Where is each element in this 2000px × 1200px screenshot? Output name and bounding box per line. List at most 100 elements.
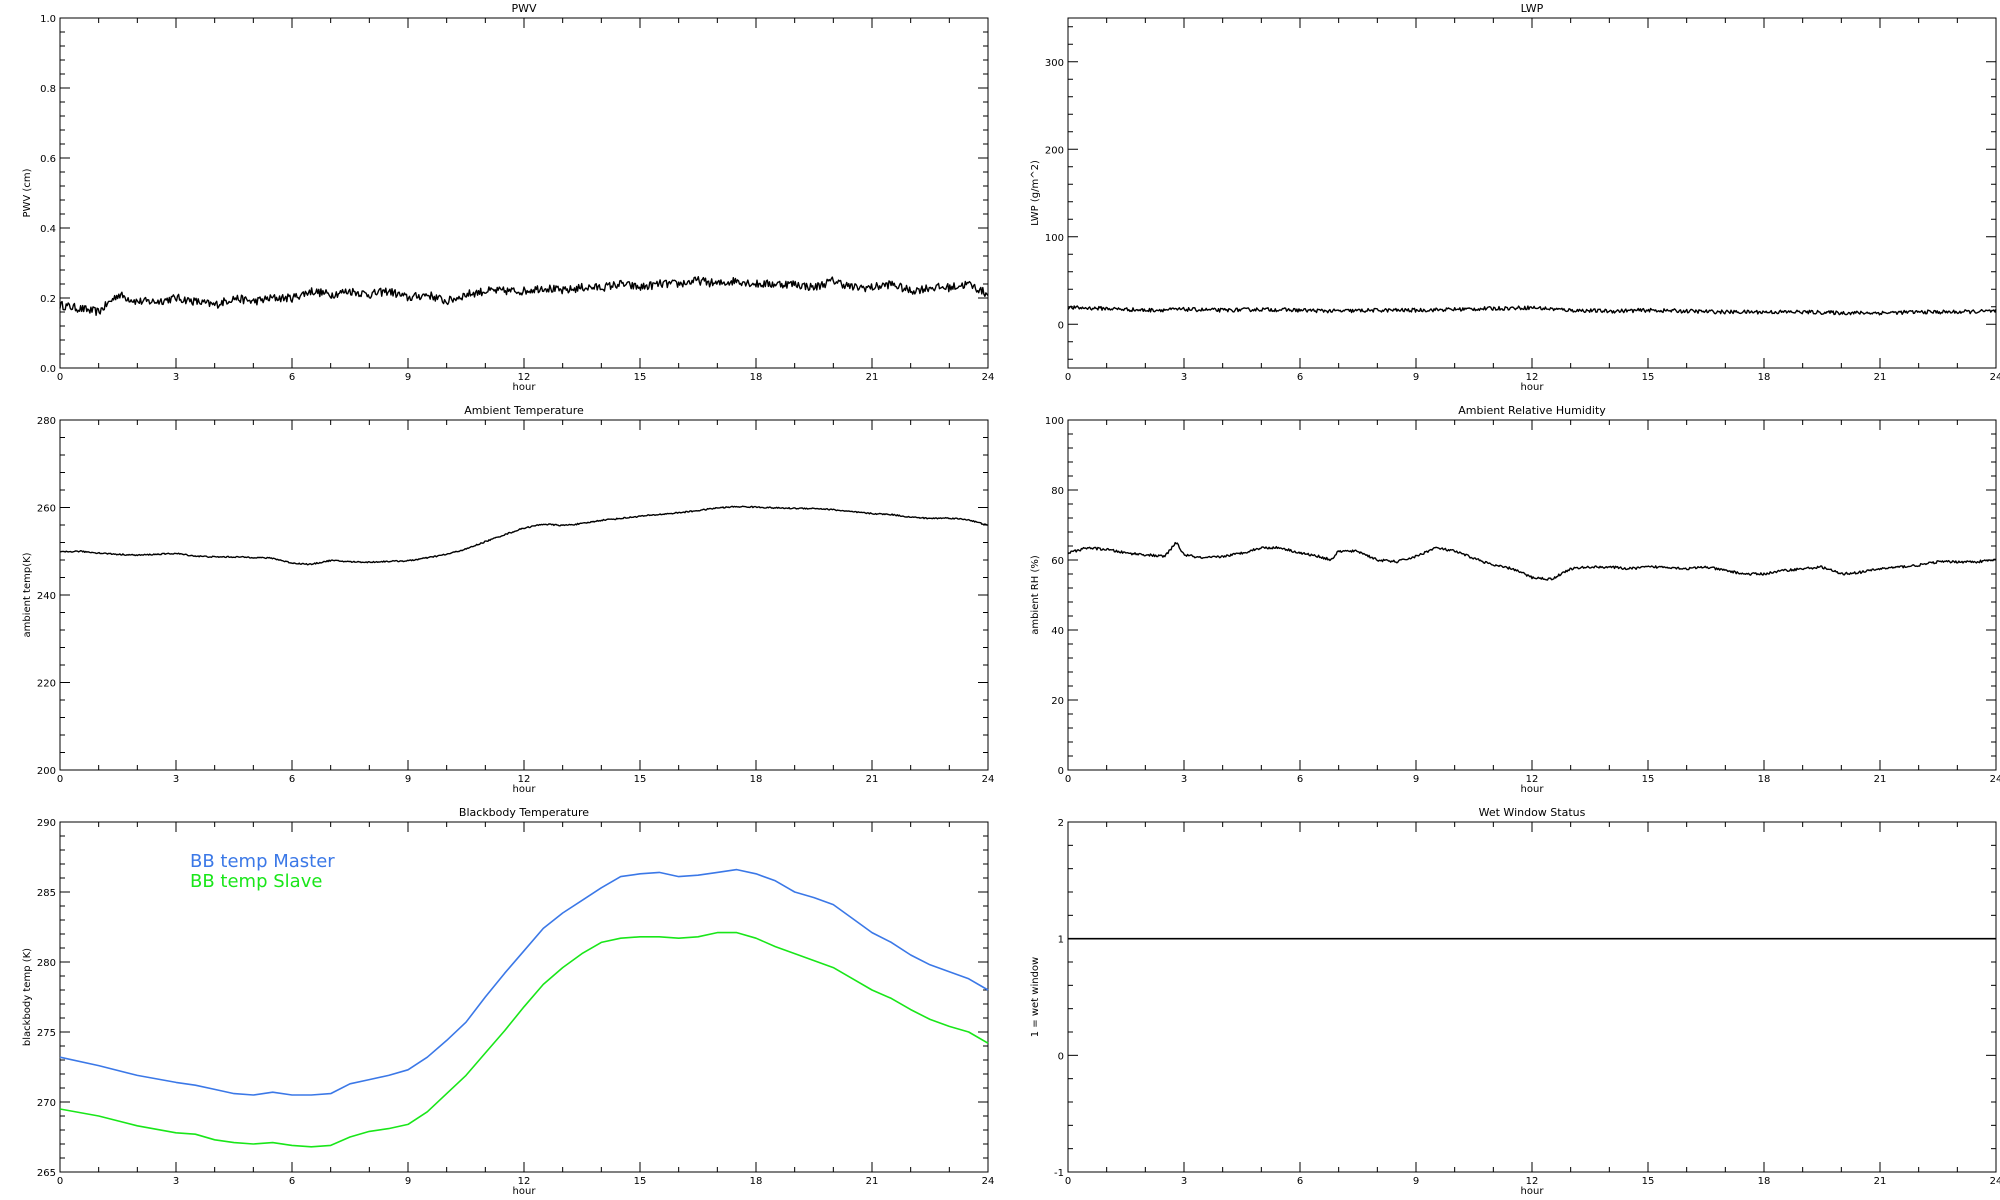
pwv-series-line [59, 276, 989, 316]
pwv-chart: PWV 0 3 6 9 12 15 18 21 24 hour 0.0 0.2 0.4 0.6 0.8 1.0 P… [22, 2, 994, 393]
ambient-relative-humidity-chart: Ambient Relative Humidity 0 3 6 9 12 15 18 21 24 h… [1030, 404, 2000, 795]
wet-window-status-y-axis-label: 1 = wet window [1030, 957, 1041, 1037]
wet-window-status-y-tick-label: -1 [1054, 1168, 1064, 1179]
lwp-x-tick-label: 18 [1758, 372, 1771, 383]
ambient-relative-humidity-title: Ambient Relative Humidity [1458, 404, 1606, 417]
ambient-temperature-x-tick-label: 24 [982, 774, 995, 785]
lwp-plot-frame [1067, 17, 1997, 369]
lwp-title: LWP [1521, 2, 1544, 15]
ambient-temperature-x-tick-label: 18 [750, 774, 763, 785]
pwv-x-tick-label: 12 [518, 372, 531, 383]
pwv-x-tick-label: 9 [405, 372, 411, 383]
blackbody-temperature-x-tick-label: 3 [173, 1176, 179, 1187]
pwv-y-axis-label: PWV (cm) [22, 168, 33, 217]
ambient-relative-humidity-y-tick-label: 40 [1051, 626, 1064, 637]
ambient-relative-humidity-y-tick-label: 80 [1051, 486, 1064, 497]
pwv-plot-frame [59, 17, 989, 369]
ambient-relative-humidity-y-tick-label: 100 [1045, 416, 1064, 427]
ambient-relative-humidity-x-tick-label: 12 [1526, 774, 1539, 785]
ambient-temperature-chart: Ambient Temperature 0 3 6 9 12 15 18 21 24 hour 200… [22, 404, 994, 795]
pwv-y-tick-label: 1.0 [40, 14, 56, 25]
wet-window-status-x-tick-label: 24 [1990, 1176, 2000, 1187]
lwp-x-tick-label: 24 [1990, 372, 2000, 383]
blackbody-temperature-y-tick-label: 270 [37, 1098, 56, 1109]
pwv-title: PWV [511, 2, 537, 15]
blackbody-temperature-title: Blackbody Temperature [459, 806, 589, 819]
legend-bb-temp-master: BB temp Master [190, 851, 335, 872]
wet-window-status-plot-frame [1067, 821, 1997, 1173]
ambient-temperature-plot-frame [59, 419, 989, 771]
ambient-relative-humidity-x-tick-label: 21 [1874, 774, 1887, 785]
lwp-x-tick-label: 12 [1526, 372, 1539, 383]
blackbody-temperature-x-tick-label: 24 [982, 1176, 995, 1187]
blackbody-temperature-x-tick-label: 15 [634, 1176, 647, 1187]
ambient-temperature-y-tick-label: 220 [37, 679, 56, 690]
ambient-relative-humidity-x-tick-label: 18 [1758, 774, 1771, 785]
blackbody-temperature-series-bb-temp-slave [59, 931, 989, 1148]
ambient-relative-humidity-x-tick-label: 3 [1181, 774, 1187, 785]
blackbody-temperature-y-tick-label: 265 [37, 1168, 56, 1179]
wet-window-status-y-tick-label: 0 [1058, 1051, 1064, 1062]
ambient-temperature-x-tick-label: 12 [518, 774, 531, 785]
blackbody-temperature-chart: Blackbody Temperature 0 3 6 9 12 15 18 21 24 hour 2… [22, 806, 994, 1197]
wet-window-status-title: Wet Window Status [1479, 806, 1586, 819]
lwp-x-tick-label: 0 [1065, 372, 1071, 383]
pwv-y-tick-label: 0.4 [40, 224, 56, 235]
wet-window-status-x-tick-label: 12 [1526, 1176, 1539, 1187]
lwp-y-axis-label: LWP (g/m^2) [1030, 160, 1041, 226]
blackbody-temperature-x-tick-label: 6 [289, 1176, 295, 1187]
ambient-relative-humidity-x-tick-label: 24 [1990, 774, 2000, 785]
ambient-relative-humidity-y-tick-label: 20 [1051, 696, 1064, 707]
blackbody-temperature-series-bb-temp-master [59, 868, 989, 1096]
ambient-relative-humidity-x-tick-label: 0 [1065, 774, 1071, 785]
blackbody-temperature-x-axis-label: hour [513, 1186, 537, 1197]
ambient-temperature-y-tick-label: 200 [37, 766, 56, 777]
ambient-relative-humidity-y-tick-label: 0 [1058, 766, 1064, 777]
ambient-relative-humidity-x-tick-label: 15 [1642, 774, 1655, 785]
ambient-temperature-x-tick-label: 6 [289, 774, 295, 785]
ambient-temperature-y-tick-label: 280 [37, 416, 56, 427]
ambient-relative-humidity-y-tick-label: 60 [1051, 556, 1064, 567]
pwv-y-tick-label: 0.0 [40, 364, 56, 375]
legend-bb-temp-slave: BB temp Slave [190, 871, 322, 892]
ambient-temperature-y-tick-label: 260 [37, 504, 56, 515]
ambient-temperature-y-tick-label: 240 [37, 591, 56, 602]
wet-window-status-x-tick-label: 18 [1758, 1176, 1771, 1187]
pwv-y-tick-label: 0.6 [40, 154, 56, 165]
wet-window-status-x-tick-label: 21 [1874, 1176, 1887, 1187]
pwv-y-tick-label: 0.8 [40, 84, 56, 95]
blackbody-temperature-x-tick-label: 21 [866, 1176, 879, 1187]
blackbody-temperature-y-tick-label: 280 [37, 958, 56, 969]
lwp-y-tick-label: 300 [1045, 58, 1064, 69]
pwv-x-tick-label: 21 [866, 372, 879, 383]
lwp-y-tick-label: 200 [1045, 145, 1064, 156]
lwp-x-tick-label: 9 [1413, 372, 1419, 383]
lwp-y-tick-label: 100 [1045, 233, 1064, 244]
lwp-x-tick-label: 6 [1297, 372, 1303, 383]
lwp-x-axis-label: hour [1521, 382, 1545, 393]
pwv-x-tick-label: 3 [173, 372, 179, 383]
pwv-y-tick-label: 0.2 [40, 294, 56, 305]
lwp-y-tick-label: 0 [1058, 320, 1064, 331]
wet-window-status-x-tick-label: 6 [1297, 1176, 1303, 1187]
ambient-temperature-series-line [59, 505, 989, 566]
pwv-x-tick-label: 6 [289, 372, 295, 383]
blackbody-temperature-y-tick-label: 285 [37, 888, 56, 899]
ambient-relative-humidity-series-line [1067, 541, 1997, 581]
lwp-x-tick-label: 21 [1874, 372, 1887, 383]
pwv-x-axis-label: hour [513, 382, 537, 393]
ambient-relative-humidity-x-tick-label: 6 [1297, 774, 1303, 785]
lwp-x-tick-label: 3 [1181, 372, 1187, 383]
ambient-temperature-x-axis-label: hour [513, 784, 537, 795]
blackbody-temperature-x-tick-label: 9 [405, 1176, 411, 1187]
lwp-series-line [1067, 305, 1997, 316]
blackbody-temperature-x-tick-label: 12 [518, 1176, 531, 1187]
ambient-temperature-x-tick-label: 21 [866, 774, 879, 785]
wet-window-status-y-tick-label: 1 [1058, 935, 1064, 946]
ambient-relative-humidity-x-axis-label: hour [1521, 784, 1545, 795]
ambient-temperature-x-tick-label: 0 [57, 774, 63, 785]
ambient-temperature-x-tick-label: 9 [405, 774, 411, 785]
blackbody-temperature-x-tick-label: 18 [750, 1176, 763, 1187]
